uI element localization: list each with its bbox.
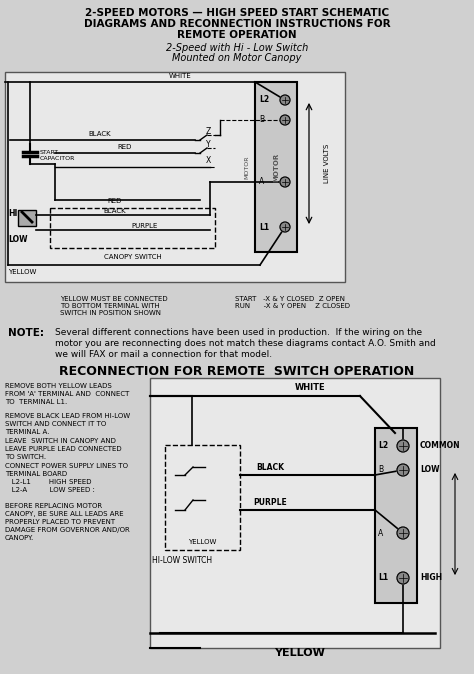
Bar bbox=[165, 445, 240, 550]
Text: CANOPY SWITCH: CANOPY SWITCH bbox=[104, 254, 161, 260]
Text: RED: RED bbox=[108, 198, 122, 204]
Text: LEAVE  SWITCH IN CANOPY AND
LEAVE PURPLE LEAD CONNECTED
TO SWITCH.: LEAVE SWITCH IN CANOPY AND LEAVE PURPLE … bbox=[5, 438, 122, 460]
Bar bbox=[150, 378, 440, 648]
Text: HI-LOW SWITCH: HI-LOW SWITCH bbox=[153, 556, 212, 565]
Text: BLACK: BLACK bbox=[104, 208, 126, 214]
Text: BLACK: BLACK bbox=[256, 463, 284, 472]
Text: L2: L2 bbox=[378, 441, 388, 450]
Text: HI: HI bbox=[8, 208, 18, 218]
Text: L1: L1 bbox=[259, 222, 269, 231]
Text: 2-SPEED MOTORS — HIGH SPEED START SCHEMATIC: 2-SPEED MOTORS — HIGH SPEED START SCHEMA… bbox=[85, 8, 389, 18]
Text: WHITE: WHITE bbox=[169, 73, 191, 79]
Bar bbox=[375, 428, 417, 603]
Text: we will FAX or mail a connection for that model.: we will FAX or mail a connection for tha… bbox=[55, 350, 272, 359]
Text: RED: RED bbox=[118, 144, 132, 150]
Text: Several different connections have been used in production.  If the wiring on th: Several different connections have been … bbox=[55, 328, 422, 337]
Text: NOTE:: NOTE: bbox=[8, 328, 44, 338]
Circle shape bbox=[397, 572, 409, 584]
Text: CAPACITOR: CAPACITOR bbox=[40, 156, 75, 160]
Text: YELLOW: YELLOW bbox=[8, 269, 36, 275]
Text: L1: L1 bbox=[378, 574, 388, 582]
Circle shape bbox=[280, 177, 290, 187]
Text: START: START bbox=[40, 150, 59, 154]
Text: X: X bbox=[205, 156, 210, 165]
Text: YELLOW: YELLOW bbox=[188, 539, 217, 545]
Text: B: B bbox=[259, 115, 264, 125]
Text: LOW: LOW bbox=[8, 235, 27, 245]
Text: WHITE: WHITE bbox=[295, 383, 325, 392]
Text: REMOVE BOTH YELLOW LEADS
FROM 'A' TERMINAL AND  CONNECT
TO  TERMINAL L1.: REMOVE BOTH YELLOW LEADS FROM 'A' TERMIN… bbox=[5, 383, 129, 405]
Circle shape bbox=[280, 115, 290, 125]
Text: START   -X & Y CLOSED  Z OPEN
RUN      -X & Y OPEN    Z CLOSED: START -X & Y CLOSED Z OPEN RUN -X & Y OP… bbox=[235, 296, 350, 309]
Text: motor you are reconnecting does not match these diagrams contact A.O. Smith and: motor you are reconnecting does not matc… bbox=[55, 339, 436, 348]
Text: 2-Speed with Hi - Low Switch: 2-Speed with Hi - Low Switch bbox=[166, 43, 308, 53]
Text: CONNECT POWER SUPPLY LINES TO
TERMINAL BOARD
   L2-L1        HIGH SPEED
   L2-A : CONNECT POWER SUPPLY LINES TO TERMINAL B… bbox=[5, 463, 128, 493]
Circle shape bbox=[397, 527, 409, 539]
Text: LINE VOLTS: LINE VOLTS bbox=[324, 144, 330, 183]
Text: L2: L2 bbox=[259, 96, 269, 104]
Text: REMOTE OPERATION: REMOTE OPERATION bbox=[177, 30, 297, 40]
Text: MOTOR: MOTOR bbox=[245, 155, 249, 179]
Text: LOW: LOW bbox=[420, 466, 439, 474]
Text: Z: Z bbox=[205, 127, 210, 136]
Text: PURPLE: PURPLE bbox=[253, 498, 287, 507]
Text: PURPLE: PURPLE bbox=[132, 223, 158, 229]
Circle shape bbox=[397, 440, 409, 452]
Text: Mounted on Motor Canopy: Mounted on Motor Canopy bbox=[173, 53, 301, 63]
Text: Y: Y bbox=[206, 140, 210, 149]
Circle shape bbox=[397, 464, 409, 476]
Bar bbox=[18, 210, 36, 226]
Text: REMOVE BLACK LEAD FROM HI-LOW
SWITCH AND CONNECT IT TO
TERMINAL A.: REMOVE BLACK LEAD FROM HI-LOW SWITCH AND… bbox=[5, 413, 130, 435]
Text: B: B bbox=[378, 466, 383, 474]
Text: A: A bbox=[378, 528, 383, 537]
Circle shape bbox=[280, 222, 290, 232]
Text: MOTOR: MOTOR bbox=[273, 152, 279, 181]
Text: COMMON: COMMON bbox=[420, 441, 461, 450]
Text: BEFORE REPLACING MOTOR
CANOPY, BE SURE ALL LEADS ARE
PROPERLY PLACED TO PREVENT
: BEFORE REPLACING MOTOR CANOPY, BE SURE A… bbox=[5, 503, 130, 541]
Text: BLACK: BLACK bbox=[89, 131, 111, 137]
Circle shape bbox=[280, 95, 290, 105]
Bar bbox=[255, 82, 297, 252]
Text: RECONNECTION FOR REMOTE  SWITCH OPERATION: RECONNECTION FOR REMOTE SWITCH OPERATION bbox=[59, 365, 415, 378]
Text: HIGH: HIGH bbox=[420, 574, 442, 582]
Bar bbox=[50, 208, 215, 248]
Text: A: A bbox=[259, 177, 264, 187]
Text: YELLOW: YELLOW bbox=[274, 648, 326, 658]
Text: YELLOW MUST BE CONNECTED
TO BOTTOM TERMINAL WITH
SWITCH IN POSITION SHOWN: YELLOW MUST BE CONNECTED TO BOTTOM TERMI… bbox=[60, 296, 168, 316]
Text: DIAGRAMS AND RECONNECTION INSTRUCTIONS FOR: DIAGRAMS AND RECONNECTION INSTRUCTIONS F… bbox=[84, 19, 390, 29]
Bar bbox=[5, 72, 345, 282]
